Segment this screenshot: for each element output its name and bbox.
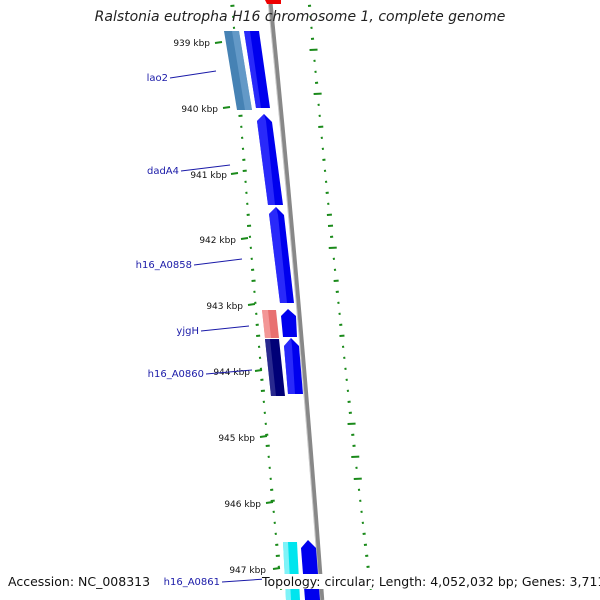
accession-text: Accession: NC_008313 <box>8 574 151 589</box>
map-title: Ralstonia eutropha H16 chromosome 1, com… <box>94 9 506 25</box>
tick-label: 942 kbp <box>199 236 236 246</box>
tick-label: 943 kbp <box>206 302 243 312</box>
gene-label-h16_A0860[interactable]: h16_A0860 <box>148 369 204 380</box>
gene-labels: lao2 dadA4 h16_A0858 yjgH h16_A0860 h16_… <box>136 70 281 588</box>
chromosome-backbone <box>267 0 325 600</box>
gene-block-red[interactable] <box>265 0 281 4</box>
gene-label-lao2[interactable]: lao2 <box>147 73 168 84</box>
gene-label-dadA4[interactable]: dadA4 <box>147 166 179 177</box>
chromosome-backbone-highlight <box>267 0 321 600</box>
tick-label: 944 kbp <box>213 368 250 378</box>
gc-skew-track-outer <box>307 4 372 590</box>
tick-label: 946 kbp <box>224 500 261 510</box>
gene-block-forward-943[interactable] <box>281 309 297 337</box>
gene-label-h16_A0861[interactable]: h16_A0861 <box>164 577 220 588</box>
tick-label: 939 kbp <box>173 39 210 49</box>
tick-label: 940 kbp <box>181 105 218 115</box>
gene-blocks <box>224 0 320 600</box>
gene-label-yjgH[interactable]: yjgH <box>176 326 199 337</box>
scale-ticks: 939 kbp 940 kbp 941 kbp 942 kbp 943 kbp … <box>173 39 281 576</box>
tick-label: 947 kbp <box>229 566 266 576</box>
gene-label-h16_A0858[interactable]: h16_A0858 <box>136 260 192 271</box>
tick-label: 941 kbp <box>190 171 227 181</box>
genome-stats-text: Topology: circular; Length: 4,052,032 bp… <box>262 574 600 589</box>
tick-label: 945 kbp <box>218 434 255 444</box>
